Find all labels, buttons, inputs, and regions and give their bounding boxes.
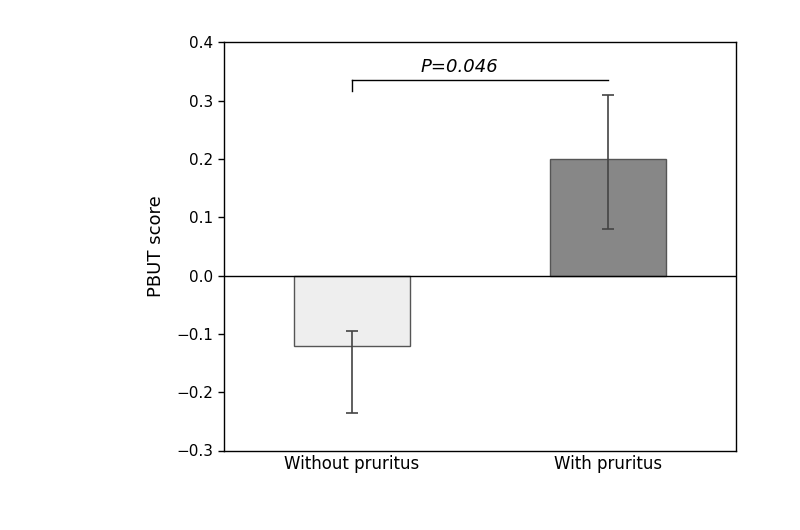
Bar (294, 276, 410, 346)
Y-axis label: PBUT score: PBUT score (147, 196, 166, 297)
Bar (550, 159, 666, 276)
Text: P=0.046: P=0.046 (421, 58, 498, 76)
